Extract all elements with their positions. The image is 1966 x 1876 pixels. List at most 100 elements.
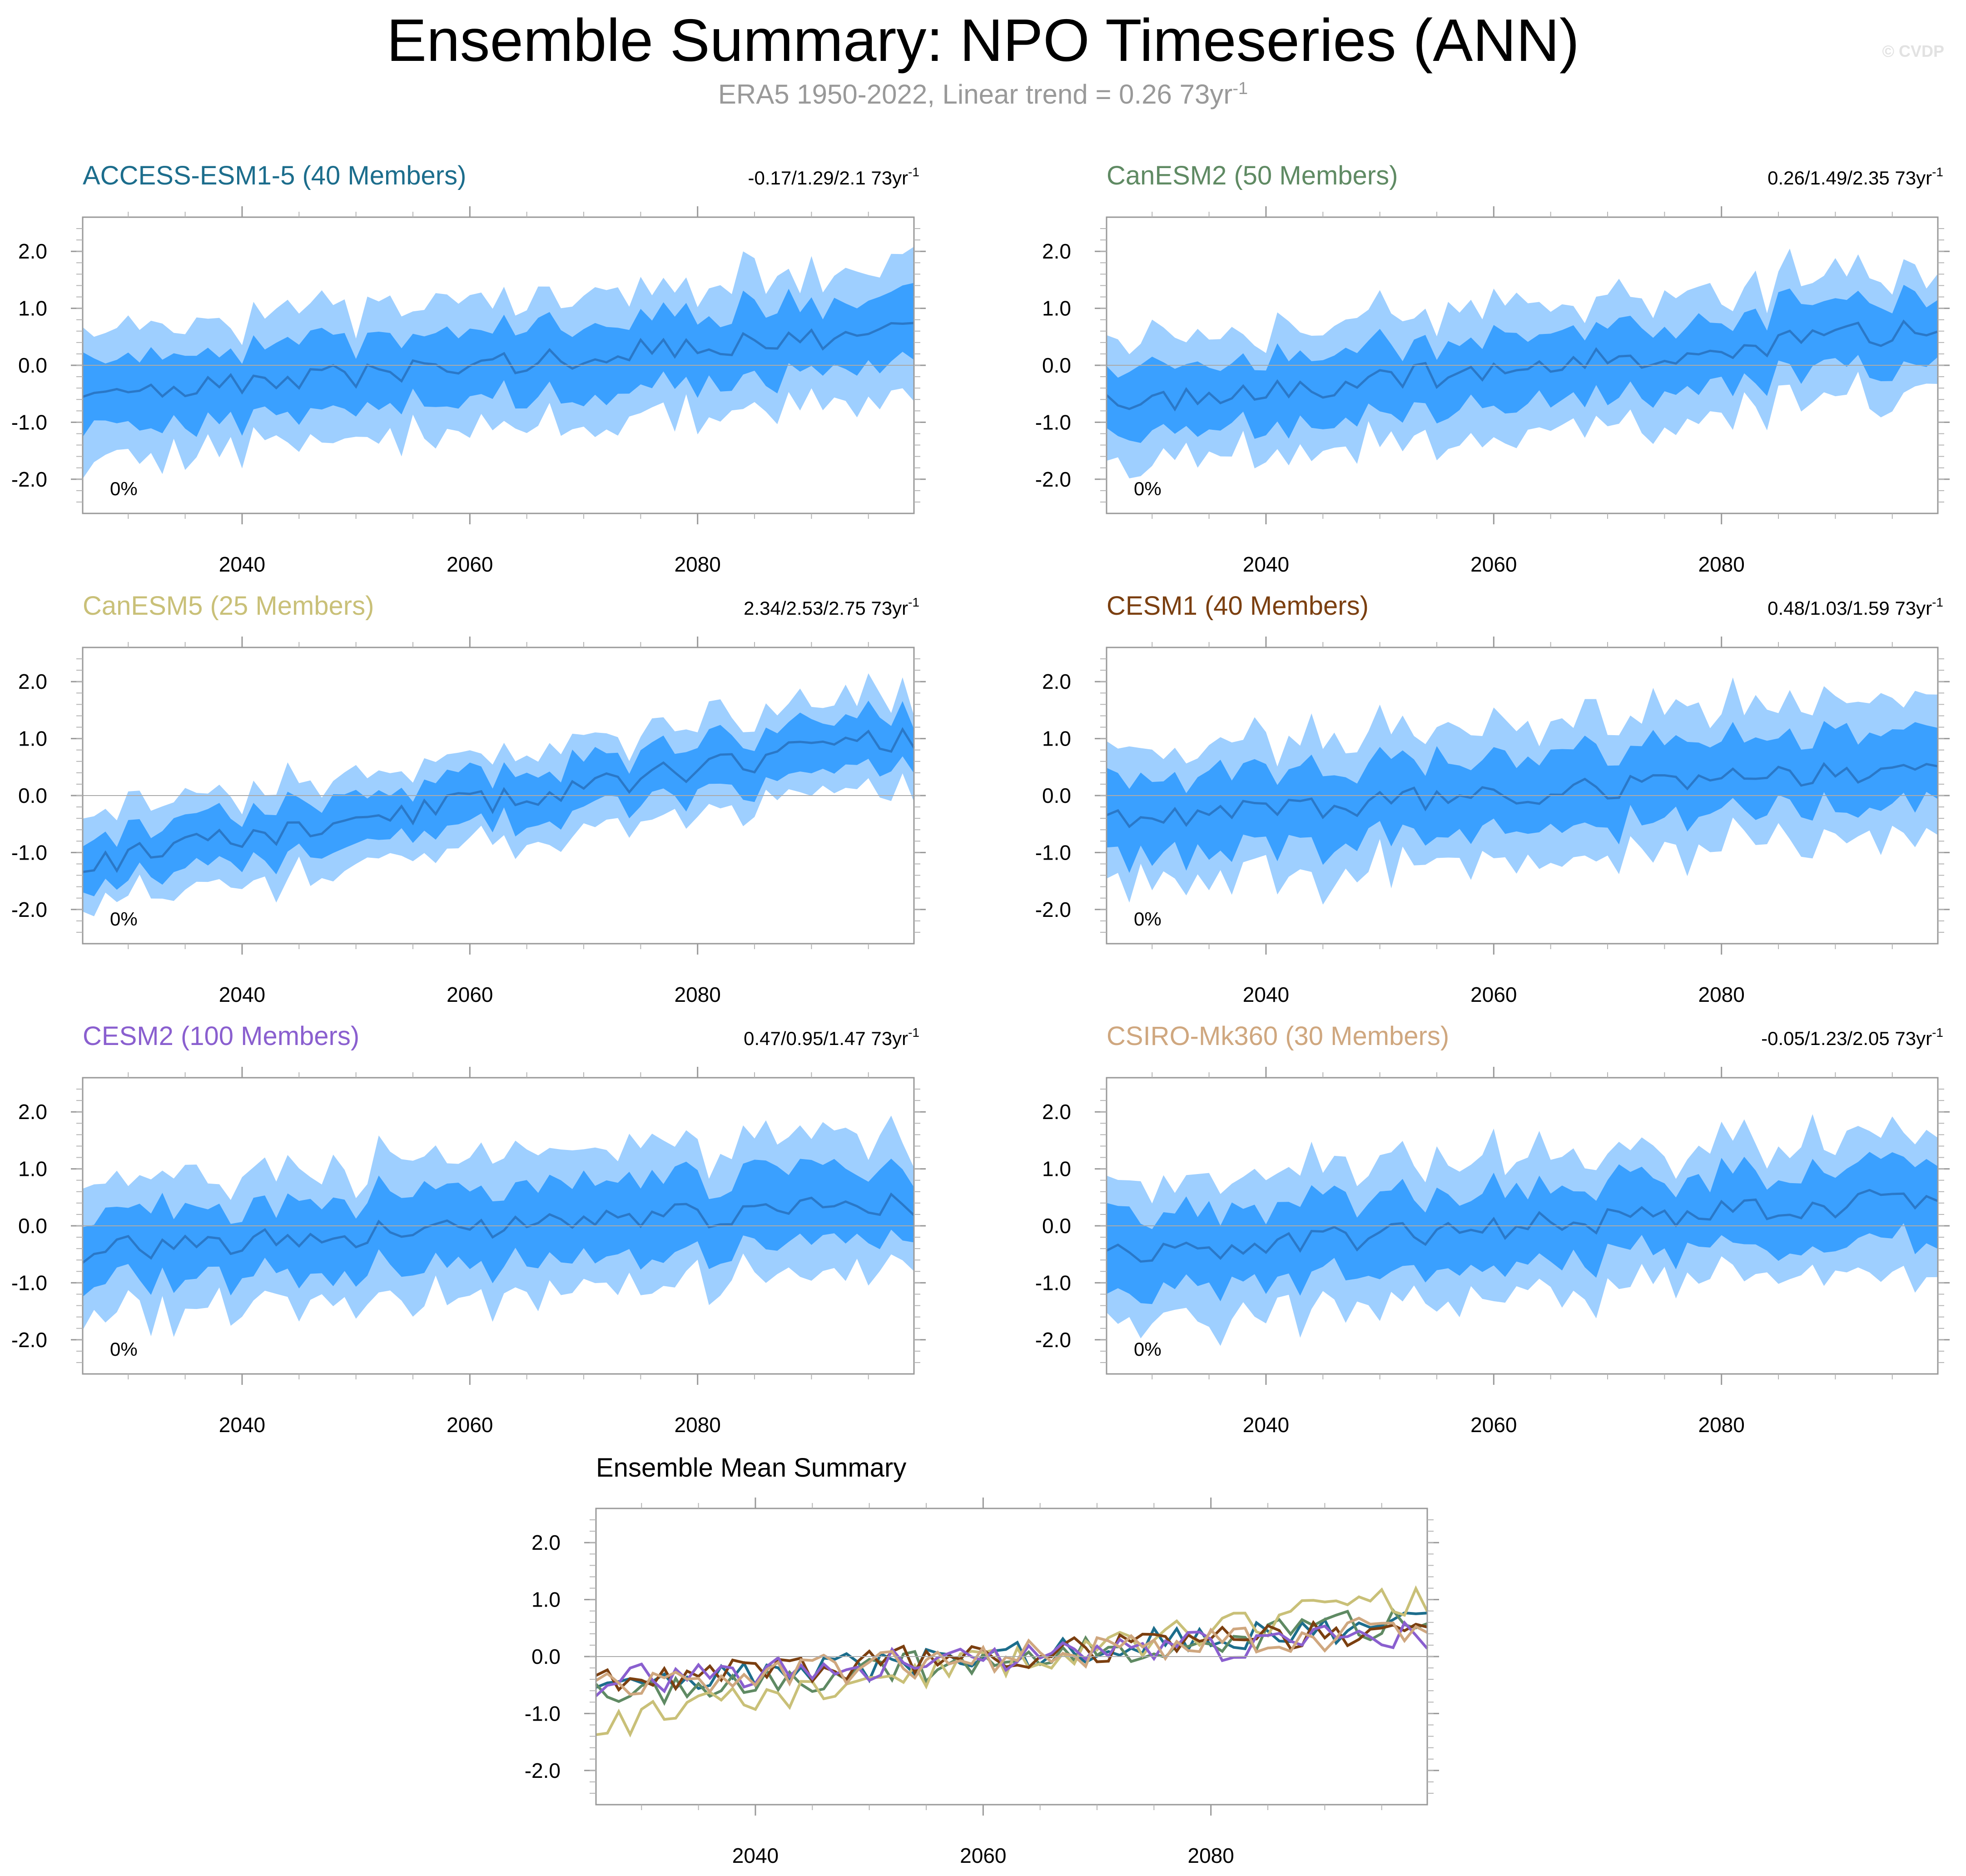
chart-panel-2: CanESM2 (50 Members) 0.26/1.49/2.35 73yr-… — [1035, 161, 1950, 576]
x-tick-label: 2040 — [1243, 1413, 1289, 1437]
series-line-canesm5 — [596, 1585, 1429, 1738]
ensemble-median-line — [82, 727, 915, 873]
percent-label: 0% — [1134, 1339, 1162, 1360]
x-tick-label: 2060 — [447, 983, 493, 1006]
y-tick-label: 2.0 — [18, 239, 47, 263]
trend-superscript: -1 — [908, 595, 919, 609]
x-tick-label: 2080 — [675, 983, 721, 1006]
x-tick-label: 2060 — [1470, 552, 1517, 576]
y-tick-label: 2.0 — [18, 1100, 47, 1124]
x-tick-label: 2040 — [219, 1413, 265, 1437]
y-tick-label: 0.0 — [18, 1214, 47, 1238]
y-tick-label: 2.0 — [18, 670, 47, 693]
chart-title: CanESM5 (25 Members) — [83, 591, 374, 621]
y-tick-label: -1.0 — [11, 410, 47, 434]
chart-panel-1: ACCESS-ESM1-5 (40 Members) -0.17/1.29/2.1… — [11, 161, 926, 576]
y-tick-label: -2.0 — [11, 1328, 47, 1352]
ensemble-median-line — [82, 322, 914, 398]
chart-title: CSIRO-Mk360 (30 Members) — [1107, 1021, 1449, 1051]
y-tick-label: -1.0 — [1035, 841, 1071, 864]
y-tick-label: -1.0 — [525, 1702, 561, 1725]
x-tick-label: 2060 — [1470, 983, 1517, 1006]
y-tick-label: -1.0 — [1035, 1271, 1071, 1294]
x-tick-label: 2080 — [675, 1413, 721, 1437]
y-tick-label: 0.0 — [18, 353, 47, 377]
trend-superscript: -1 — [1932, 165, 1943, 179]
y-tick-label: -1.0 — [11, 841, 47, 864]
y-tick-label: 0.0 — [1042, 784, 1071, 807]
y-tick-label: 2.0 — [531, 1531, 561, 1554]
x-tick-label: 2080 — [1698, 552, 1745, 576]
trend-superscript: -1 — [1932, 595, 1943, 609]
y-tick-label: -1.0 — [1035, 410, 1071, 434]
y-tick-label: -2.0 — [11, 898, 47, 921]
chart-title: ACCESS-ESM1-5 (40 Members) — [83, 161, 466, 190]
x-tick-label: 2060 — [1470, 1413, 1517, 1437]
trend-label: 0.26/1.49/2.35 73yr-1 — [1767, 165, 1943, 189]
x-tick-label: 2060 — [447, 552, 493, 576]
chart-title: CanESM2 (50 Members) — [1107, 161, 1398, 190]
y-tick-label: 2.0 — [1042, 239, 1071, 263]
inner-spread-band — [1107, 284, 1938, 443]
y-tick-label: 1.0 — [1042, 1157, 1071, 1181]
percent-label: 0% — [1134, 908, 1162, 930]
subtitle-superscript: -1 — [1232, 79, 1248, 98]
x-tick-label: 2080 — [1188, 1844, 1234, 1867]
chart-title: CESM2 (100 Members) — [83, 1021, 359, 1051]
ensemble-median-line — [1106, 319, 1938, 412]
y-tick-label: 1.0 — [18, 297, 47, 320]
chart-panel-4: CESM1 (40 Members) 0.48/1.03/1.59 73yr-1 2… — [1035, 591, 1950, 1006]
series-line-csiro-mk360 — [595, 1617, 1428, 1696]
page-title: Ensemble Summary: NPO Timeseries (ANN) — [387, 7, 1579, 74]
x-tick-label: 2080 — [1698, 983, 1745, 1006]
chart-title: CESM1 (40 Members) — [1107, 591, 1369, 621]
chart-panel-3: CanESM5 (25 Members) 2.34/2.53/2.75 73yr-… — [11, 591, 926, 1006]
y-tick-label: -2.0 — [1035, 468, 1071, 491]
percent-label: 0% — [110, 478, 138, 499]
y-tick-label: 0.0 — [1042, 353, 1071, 377]
percent-label: 0% — [1134, 478, 1162, 499]
y-tick-label: -2.0 — [1035, 1328, 1071, 1352]
inner-spread-band — [83, 1159, 914, 1297]
y-tick-label: 1.0 — [18, 1157, 47, 1181]
y-tick-label: 0.0 — [1042, 1214, 1071, 1238]
y-tick-label: 1.0 — [531, 1588, 561, 1612]
x-tick-label: 2080 — [1698, 1413, 1745, 1437]
ensemble-median-line — [1106, 762, 1938, 829]
chart-title: Ensemble Mean Summary — [596, 1453, 906, 1483]
page-subtitle: ERA5 1950-2022, Linear trend = 0.26 73yr… — [0, 73, 1966, 110]
y-tick-label: 2.0 — [1042, 670, 1071, 693]
chart-panel-5: CESM2 (100 Members) 0.47/0.95/1.47 73yr-1… — [11, 1021, 926, 1437]
trend-label: -0.05/1.23/2.05 73yr-1 — [1761, 1025, 1943, 1049]
x-tick-label: 2040 — [1243, 983, 1289, 1006]
inner-spread-band — [1107, 721, 1938, 873]
chart-panel-7: Ensemble Mean Summary 2.0 1.0 0.0 -1.0 -2.0 20… — [525, 1453, 1439, 1867]
y-tick-label: 1.0 — [1042, 727, 1071, 751]
y-tick-label: -2.0 — [525, 1759, 561, 1782]
cvdp-watermark: © CVDP — [1882, 42, 1944, 60]
trend-label: 0.47/0.95/1.47 73yr-1 — [744, 1025, 919, 1049]
y-tick-label: 0.0 — [531, 1645, 561, 1668]
trend-label: 0.48/1.03/1.59 73yr-1 — [1767, 595, 1943, 619]
x-tick-label: 2040 — [732, 1844, 779, 1867]
trend-superscript: -1 — [908, 165, 919, 179]
x-tick-label: 2040 — [1243, 552, 1289, 576]
ensemble-median-line — [1106, 1189, 1938, 1263]
inner-spread-band — [83, 283, 914, 437]
y-tick-label: -2.0 — [1035, 898, 1071, 921]
y-tick-label: 2.0 — [1042, 1100, 1071, 1124]
x-tick-label: 2060 — [447, 1413, 493, 1437]
y-tick-label: -1.0 — [11, 1271, 47, 1294]
y-tick-label: 0.0 — [18, 784, 47, 807]
series-line-cesm2 — [595, 1620, 1429, 1697]
trend-superscript: -1 — [1932, 1025, 1943, 1040]
x-tick-label: 2040 — [219, 552, 265, 576]
x-tick-label: 2060 — [960, 1844, 1006, 1867]
ensemble-median-line — [82, 1192, 915, 1264]
subtitle-text: ERA5 1950-2022, Linear trend = 0.26 73yr — [718, 79, 1233, 109]
y-tick-label: 1.0 — [1042, 297, 1071, 320]
percent-label: 0% — [110, 1339, 138, 1360]
percent-label: 0% — [110, 908, 138, 930]
trend-label: -0.17/1.29/2.1 73yr-1 — [748, 165, 919, 189]
